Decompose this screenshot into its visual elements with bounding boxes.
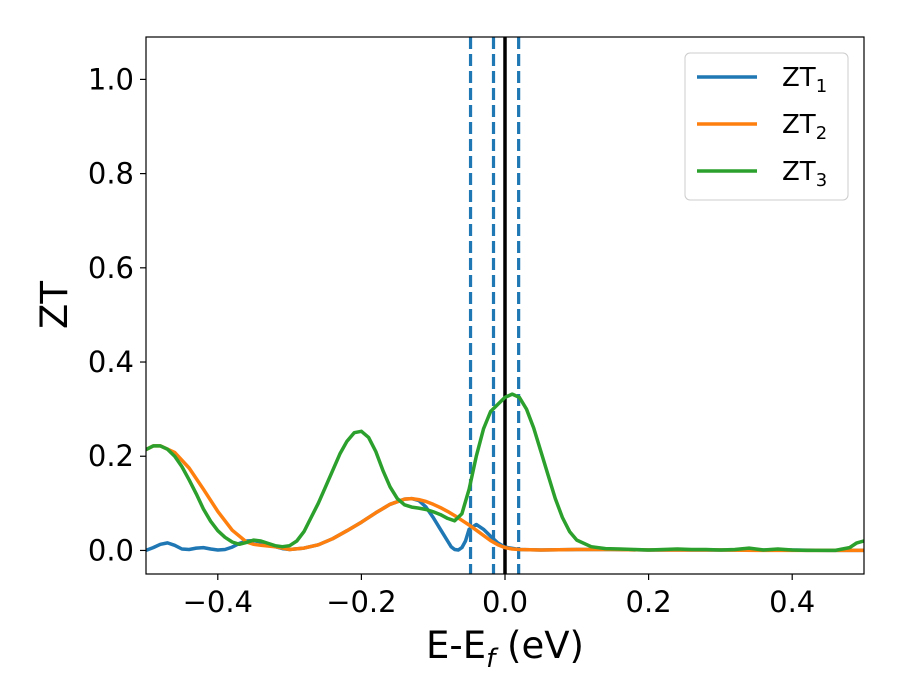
legend-label-sub: 3 [816, 170, 827, 191]
legend-label-sub: 2 [816, 123, 827, 144]
legend-label-main: ZT [782, 157, 816, 187]
legend-label-main: ZT [782, 110, 816, 140]
legend-label-zt1: ZT1 [782, 63, 827, 97]
legend-label-sub: 1 [816, 76, 827, 97]
y-tick-label: 0.8 [88, 157, 134, 191]
series-line-zt2 [146, 444, 864, 553]
x-tick-label: 0.0 [482, 585, 528, 619]
x-axis-ticks: −0.4 −0.2 0.0 0.2 0.4 [183, 574, 815, 619]
x-tick-label: 0.2 [626, 585, 672, 619]
reference-lines [468, 37, 521, 574]
y-tick-label: 0.4 [88, 345, 134, 379]
legend-label-zt2: ZT2 [782, 110, 827, 144]
series-line-zt3 [146, 392, 864, 553]
x-tick-label: 0.4 [769, 585, 815, 619]
y-tick-label: 0.6 [88, 251, 134, 285]
x-axis-title-suffix: (eV) [495, 624, 584, 667]
y-axis-ticks: 0.0 0.2 0.4 0.6 0.8 1.0 [88, 62, 146, 567]
y-tick-label: 0.2 [88, 439, 134, 473]
legend-label-main: ZT [782, 63, 816, 93]
legend-box [684, 52, 849, 201]
x-axis-title-main: E-E [426, 624, 486, 667]
x-tick-label: −0.4 [183, 585, 253, 619]
x-axis-title: E-Ef (eV) [426, 624, 584, 674]
legend-label-zt3: ZT3 [782, 157, 827, 191]
x-tick-label: −0.2 [326, 585, 396, 619]
series-lines [146, 392, 864, 553]
y-tick-label: 1.0 [88, 62, 134, 96]
y-tick-label: 0.0 [88, 533, 134, 567]
y-axis-title: ZT [33, 281, 76, 329]
